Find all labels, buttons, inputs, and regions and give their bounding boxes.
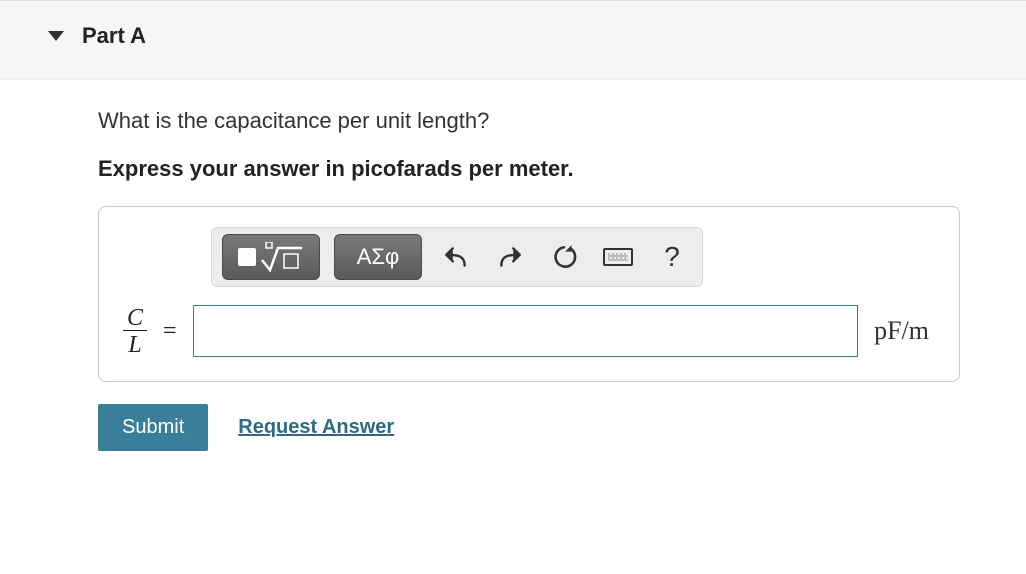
redo-icon (497, 244, 523, 270)
undo-button[interactable] (436, 237, 476, 277)
greek-button[interactable]: ΑΣφ (334, 234, 422, 280)
input-row: C L = pF/m (123, 305, 935, 357)
request-answer-link[interactable]: Request Answer (238, 416, 394, 439)
chevron-down-icon (48, 31, 64, 41)
submit-button[interactable]: Submit (98, 404, 208, 451)
part-header[interactable]: Part A (0, 0, 1026, 80)
fraction-denominator: L (124, 331, 145, 357)
part-container: Part A What is the capacitance per unit … (0, 0, 1026, 451)
templates-icon (238, 242, 304, 272)
templates-button[interactable] (222, 234, 320, 280)
equals-sign: = (163, 318, 177, 345)
keyboard-icon (603, 248, 633, 266)
greek-label: ΑΣφ (357, 244, 400, 270)
reset-icon (551, 244, 577, 270)
help-button[interactable]: ? (652, 237, 692, 277)
instruction-text: Express your answer in picofarads per me… (98, 156, 960, 182)
redo-button[interactable] (490, 237, 530, 277)
undo-icon (443, 244, 469, 270)
help-label: ? (664, 241, 680, 273)
answer-area: ΑΣφ (98, 206, 960, 382)
action-row: Submit Request Answer (98, 404, 960, 451)
keyboard-button[interactable] (598, 237, 638, 277)
reset-button[interactable] (544, 237, 584, 277)
part-title: Part A (82, 23, 146, 49)
answer-input[interactable] (193, 305, 859, 357)
question-text: What is the capacitance per unit length? (98, 108, 960, 134)
variable-fraction: C L (123, 306, 147, 357)
fraction-numerator: C (123, 306, 147, 331)
part-content: What is the capacitance per unit length?… (0, 80, 960, 451)
unit-label: pF/m (874, 316, 935, 346)
equation-toolbar: ΑΣφ (211, 227, 703, 287)
